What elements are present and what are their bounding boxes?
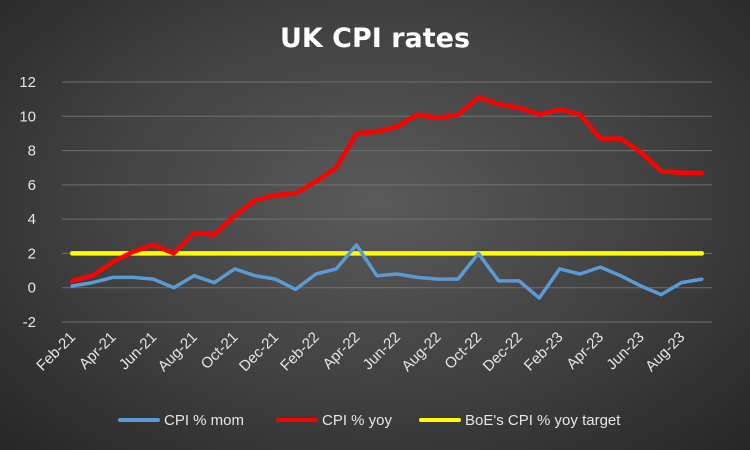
x-tick-label: Jun-23 xyxy=(603,329,647,373)
x-tick-label: Dec-21 xyxy=(236,329,282,375)
x-tick-label: Aug-21 xyxy=(155,329,201,375)
x-axis-ticks: Feb-21Apr-21Jun-21Aug-21Oct-21Dec-21Feb-… xyxy=(33,329,688,375)
x-tick-label: Apr-21 xyxy=(76,329,120,373)
series-line-0 xyxy=(70,243,704,300)
x-tick-label: Oct-22 xyxy=(441,329,485,373)
legend-label: CPI % yoy xyxy=(322,412,393,429)
x-tick-label: Aug-23 xyxy=(642,329,688,375)
x-tick-label: Apr-22 xyxy=(319,329,363,373)
x-tick-label: Feb-23 xyxy=(521,329,567,375)
y-tick-label: 6 xyxy=(28,177,36,194)
y-tick-label: 0 xyxy=(28,280,36,297)
series-line-1 xyxy=(69,95,705,284)
y-tick-label: 4 xyxy=(28,211,36,228)
y-tick-label: -2 xyxy=(23,314,36,331)
series-lines xyxy=(69,95,705,300)
x-tick-label: Apr-23 xyxy=(563,329,607,373)
y-axis-ticks: -2 0 2 4 6 8 10 12 xyxy=(19,74,36,331)
y-tick-label: 10 xyxy=(19,108,36,125)
legend-label: BoE's CPI % yoy target xyxy=(465,412,621,429)
gridlines xyxy=(62,81,712,323)
chart-title: UK CPI rates xyxy=(280,23,470,54)
x-tick-label: Aug-22 xyxy=(398,329,444,375)
y-tick-label: 2 xyxy=(28,245,36,262)
x-tick-label: Jun-22 xyxy=(360,329,404,373)
y-tick-label: 8 xyxy=(28,143,36,160)
legend: CPI % mom CPI % yoy BoE's CPI % yoy target xyxy=(118,412,621,429)
x-tick-label: Dec-22 xyxy=(480,329,526,375)
x-tick-label: Oct-21 xyxy=(198,329,242,373)
x-tick-label: Feb-21 xyxy=(33,329,79,375)
x-tick-label: Feb-22 xyxy=(277,329,323,375)
y-tick-label: 12 xyxy=(19,74,36,91)
x-tick-label: Jun-21 xyxy=(116,329,160,373)
legend-label: CPI % mom xyxy=(164,412,244,429)
